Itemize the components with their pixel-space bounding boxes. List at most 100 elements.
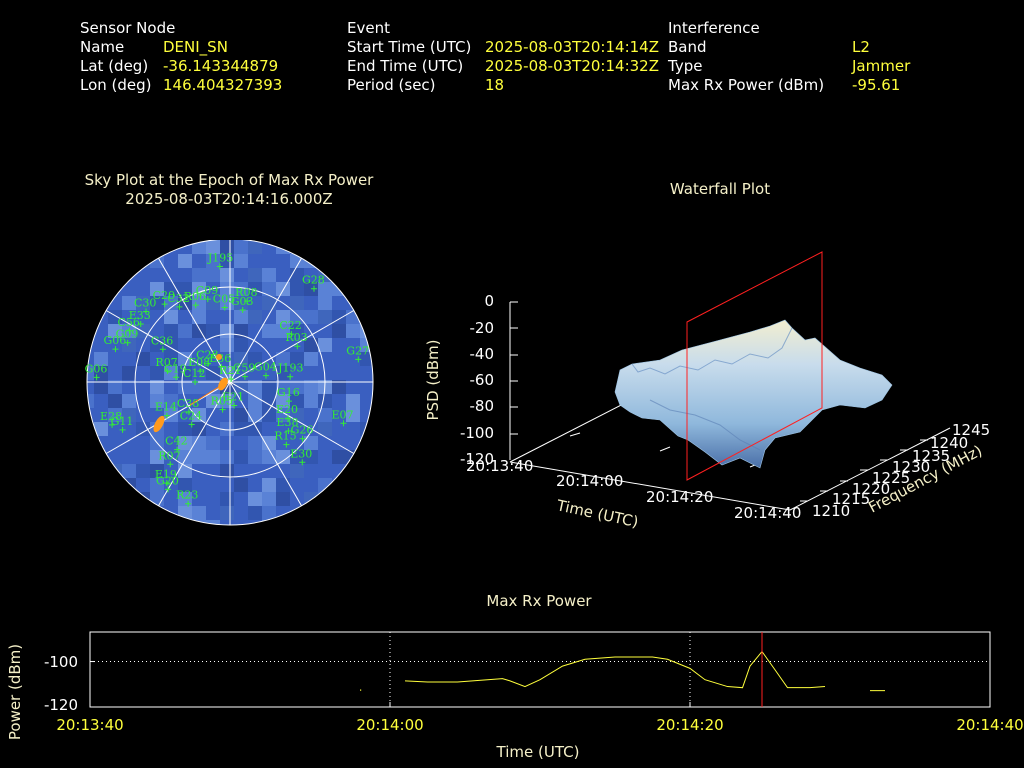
sky-tile	[206, 520, 220, 525]
sky-tile	[164, 394, 178, 408]
sky-tile	[206, 366, 220, 380]
sky-tile	[374, 520, 380, 530]
sky-tile	[374, 394, 380, 408]
sky-tile	[304, 394, 318, 408]
satellite-label: G27	[346, 344, 369, 357]
sky-tile	[360, 478, 373, 492]
freq-tick-label: 1225	[872, 469, 910, 487]
sky-tile	[290, 520, 304, 525]
sky-tile	[192, 506, 206, 520]
lon-value: 146.404327393	[163, 76, 283, 94]
sky-tile	[108, 240, 122, 254]
sky-tile	[318, 492, 332, 506]
satellite-plus	[137, 321, 144, 328]
sky-tile	[87, 464, 94, 478]
satellite-label: G20	[156, 474, 179, 487]
sky-tile	[262, 450, 276, 464]
sky-tile	[234, 408, 248, 422]
satellite-label: R23	[176, 489, 198, 502]
sky-tile	[360, 520, 373, 525]
satellite-label: G09	[116, 328, 139, 341]
sky-tile	[290, 282, 304, 296]
type-label: Type	[668, 57, 703, 75]
sky-tile	[346, 240, 360, 254]
end-time-value: 2025-08-03T20:14:32Z	[485, 57, 659, 75]
satellite-plus	[294, 343, 301, 350]
sky-heatmap	[87, 240, 380, 530]
maxrx-x-axis-title: Time (UTC)	[496, 743, 580, 761]
sky-tile	[248, 450, 262, 464]
sky-tile	[276, 324, 290, 338]
satellite-marker: C09	[196, 284, 218, 303]
maxrx-chart: -100 -120 20:13:40 20:14:00 20:14:20 20:…	[6, 631, 1024, 761]
sky-tile	[206, 268, 220, 282]
satellite-marker: E20	[276, 403, 298, 422]
sky-tile	[374, 506, 380, 520]
satellite-label: G16	[277, 386, 300, 399]
sky-tile	[248, 240, 262, 254]
time-axis-title: Time (UTC)	[554, 496, 640, 531]
y-tick-label: -100	[44, 653, 78, 671]
freq-tick-label: 1240	[930, 434, 968, 452]
freq-tick-label: 1235	[912, 447, 950, 465]
satellite-marker: E38	[276, 416, 298, 435]
sky-tile	[192, 422, 206, 436]
satellite-label: C28	[196, 349, 218, 362]
satellite-plus	[161, 301, 168, 308]
satellite-marker: J193	[277, 362, 304, 380]
surface-front-edge	[649, 399, 761, 451]
sky-tile	[234, 282, 248, 296]
sky-tile	[164, 310, 178, 324]
z-tick-label: -40	[470, 345, 495, 363]
x-tick-label: 20:14:00	[356, 716, 423, 734]
sky-tile	[248, 310, 262, 324]
max-rx-label: Max Rx Power (dBm)	[668, 76, 825, 94]
maxrx-grid	[90, 632, 990, 707]
sky-tile	[346, 268, 360, 282]
satellite-plus	[159, 346, 166, 353]
satellite-label: R08	[235, 286, 257, 299]
satellite-label: C30	[134, 297, 156, 310]
time-cursor-plane	[686, 251, 823, 481]
maxrx-title: Max Rx Power	[486, 592, 592, 610]
sky-tile	[346, 506, 360, 520]
sky-tile	[248, 394, 262, 408]
satellite-label: G04	[254, 361, 277, 374]
sky-tile	[122, 408, 136, 422]
sky-tile	[94, 520, 108, 525]
sky-tile	[220, 492, 234, 506]
satellite-label: R07	[158, 449, 180, 462]
sky-tile	[304, 352, 318, 366]
satellite-marker: G04	[254, 361, 277, 379]
satellite-plus	[287, 373, 294, 380]
sky-tile	[276, 282, 290, 296]
end-time-label: End Time (UTC)	[347, 57, 464, 75]
satellite-marker: C22	[279, 319, 302, 338]
sky-tile	[150, 366, 164, 380]
satellite-plus	[185, 408, 192, 415]
sky-tile	[150, 478, 164, 492]
maxrx-series	[360, 650, 885, 692]
sky-tile	[346, 394, 360, 408]
satellite-label: C24	[180, 410, 202, 423]
sky-tile	[164, 324, 178, 338]
sky-tile	[304, 450, 318, 464]
satellite-marker: C59	[233, 362, 255, 380]
sky-tile	[234, 450, 248, 464]
sky-tile	[248, 506, 262, 520]
satellite-label: C19	[164, 362, 186, 375]
satellite-marker: C24	[180, 410, 202, 428]
sky-tile	[206, 254, 220, 268]
satellite-marker: R08	[235, 286, 257, 305]
sky-tile	[206, 436, 220, 450]
satellite-label: C22	[279, 319, 301, 332]
satellite-marker: C19	[164, 362, 187, 381]
z-tick-label: 0	[484, 292, 494, 310]
sky-tile	[220, 450, 234, 464]
waterfall-surface	[614, 319, 893, 469]
satellite-plus	[164, 367, 171, 374]
satellite-label: E08	[188, 356, 210, 369]
sky-tile	[206, 240, 220, 254]
satellite-marker: E08	[188, 356, 210, 375]
